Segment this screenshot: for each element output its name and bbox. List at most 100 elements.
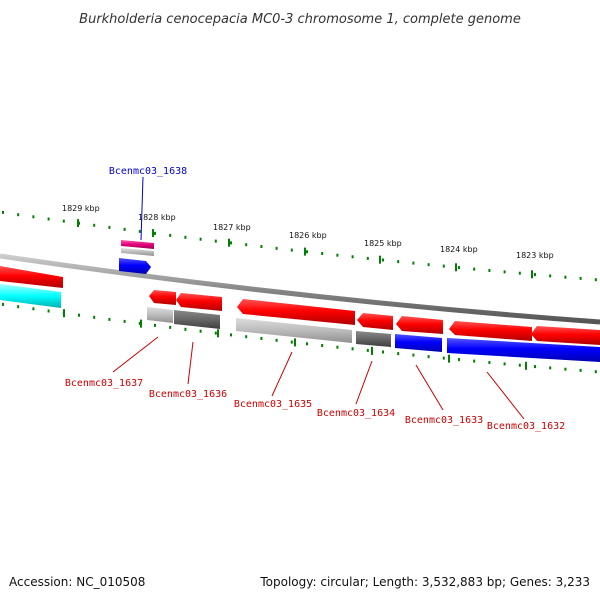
major-tick xyxy=(531,270,533,279)
gene-arrow[interactable] xyxy=(119,258,151,274)
bottom-strand-features xyxy=(147,290,600,362)
minor-tick xyxy=(579,368,582,372)
minor-tick xyxy=(214,239,217,243)
gene-arrow[interactable] xyxy=(174,310,220,329)
minor-tick xyxy=(427,355,430,359)
gene-arrow[interactable] xyxy=(449,321,532,341)
minor-tick xyxy=(275,246,278,250)
rna-feature-shadow xyxy=(121,248,154,256)
gene-labels: Bcenmc03_1638 Bcenmc03_1637 Bcenmc03_163… xyxy=(65,166,565,432)
leader-line-1635 xyxy=(271,351,293,397)
gene-arrow[interactable] xyxy=(147,307,173,323)
scale-labels: 1829 kbp 1828 kbp 1827 kbp 1826 kbp 1825… xyxy=(62,204,554,260)
accession-text: Accession: NC_010508 xyxy=(9,575,145,589)
minor-tick xyxy=(336,345,339,349)
minor-tick xyxy=(260,245,263,248)
minor-tick xyxy=(442,264,445,268)
gene-label-1634[interactable]: Bcenmc03_1634 xyxy=(317,408,395,419)
minor-tick xyxy=(397,352,400,356)
scale-label-1825: 1825 kbp xyxy=(364,239,402,248)
minor-tick xyxy=(154,231,156,235)
gene-arrow[interactable] xyxy=(447,338,600,362)
scale-label-1824: 1824 kbp xyxy=(440,245,478,254)
minor-tick xyxy=(549,274,552,278)
minor-tick xyxy=(412,353,415,357)
minor-tick xyxy=(366,348,369,352)
gene-arrow[interactable] xyxy=(149,290,176,305)
scale-label-1828: 1828 kbp xyxy=(138,213,176,222)
minor-tick xyxy=(382,258,384,262)
minor-tick xyxy=(260,337,263,340)
outer-scale-ticks xyxy=(2,210,597,282)
minor-tick xyxy=(594,370,597,374)
scale-label-1823: 1823 kbp xyxy=(516,251,554,260)
gene-arrow[interactable] xyxy=(236,318,352,343)
major-tick xyxy=(304,247,306,256)
major-tick xyxy=(525,361,527,370)
leader-line-1636 xyxy=(187,341,194,385)
minor-tick xyxy=(230,333,232,337)
major-tick xyxy=(455,263,457,272)
gene-label-1633[interactable]: Bcenmc03_1633 xyxy=(405,415,483,426)
gene-arrow[interactable] xyxy=(176,293,222,311)
minor-tick xyxy=(321,252,324,255)
leader-line-1638 xyxy=(140,176,144,241)
minor-tick xyxy=(488,269,491,272)
gene-arrow[interactable] xyxy=(0,266,63,288)
minor-tick xyxy=(336,253,339,257)
minor-tick xyxy=(245,243,248,247)
gene-arrow[interactable] xyxy=(531,326,600,345)
scale-label-1829: 1829 kbp xyxy=(62,204,100,213)
gene-label-1638[interactable]: Bcenmc03_1638 xyxy=(109,166,187,177)
minor-tick xyxy=(245,335,248,339)
minor-tick xyxy=(503,362,506,366)
minor-tick xyxy=(290,340,293,344)
top-strand-features xyxy=(0,240,154,308)
minor-tick xyxy=(108,225,111,229)
minor-tick xyxy=(17,305,20,309)
minor-tick xyxy=(473,359,476,363)
minor-tick xyxy=(184,327,187,331)
minor-tick xyxy=(93,223,96,227)
minor-tick xyxy=(412,261,415,265)
label-leader-lines xyxy=(112,176,525,420)
gene-arrow[interactable] xyxy=(396,316,443,334)
leader-line-1634 xyxy=(355,360,373,405)
minor-tick xyxy=(579,276,582,280)
leader-line-1633 xyxy=(415,364,444,411)
minor-tick xyxy=(503,270,506,274)
gene-label-1632[interactable]: Bcenmc03_1632 xyxy=(487,421,565,432)
minor-tick xyxy=(321,344,324,347)
minor-tick xyxy=(458,266,460,270)
minor-tick xyxy=(123,227,126,231)
minor-tick xyxy=(534,273,536,277)
minor-tick xyxy=(93,315,96,319)
minor-tick xyxy=(290,248,293,252)
minor-tick xyxy=(62,219,65,223)
minor-tick xyxy=(78,313,80,317)
minor-tick xyxy=(382,350,384,354)
gene-arrow[interactable] xyxy=(395,334,442,352)
gene-arrow[interactable] xyxy=(356,331,391,347)
gene-arrow[interactable] xyxy=(357,313,393,330)
rna-feature-1638[interactable] xyxy=(121,240,154,249)
leader-line-1637 xyxy=(112,336,159,373)
minor-tick xyxy=(306,342,308,346)
gene-label-1636[interactable]: Bcenmc03_1636 xyxy=(149,389,227,400)
major-tick xyxy=(152,229,154,238)
major-tick xyxy=(379,255,381,264)
minor-tick xyxy=(184,235,187,239)
gene-arrow[interactable] xyxy=(0,284,61,308)
gene-arrow[interactable] xyxy=(237,299,355,325)
minor-tick xyxy=(351,255,354,259)
map-title: Burkholderia cenocepacia MC0-3 chromosom… xyxy=(79,12,521,27)
minor-tick xyxy=(427,263,430,267)
gene-label-1637[interactable]: Bcenmc03_1637 xyxy=(65,378,143,389)
minor-tick xyxy=(2,210,4,214)
minor-tick xyxy=(518,363,521,367)
minor-tick xyxy=(351,347,354,351)
minor-tick xyxy=(214,331,217,335)
major-tick xyxy=(228,238,230,247)
gene-label-1635[interactable]: Bcenmc03_1635 xyxy=(234,399,312,410)
